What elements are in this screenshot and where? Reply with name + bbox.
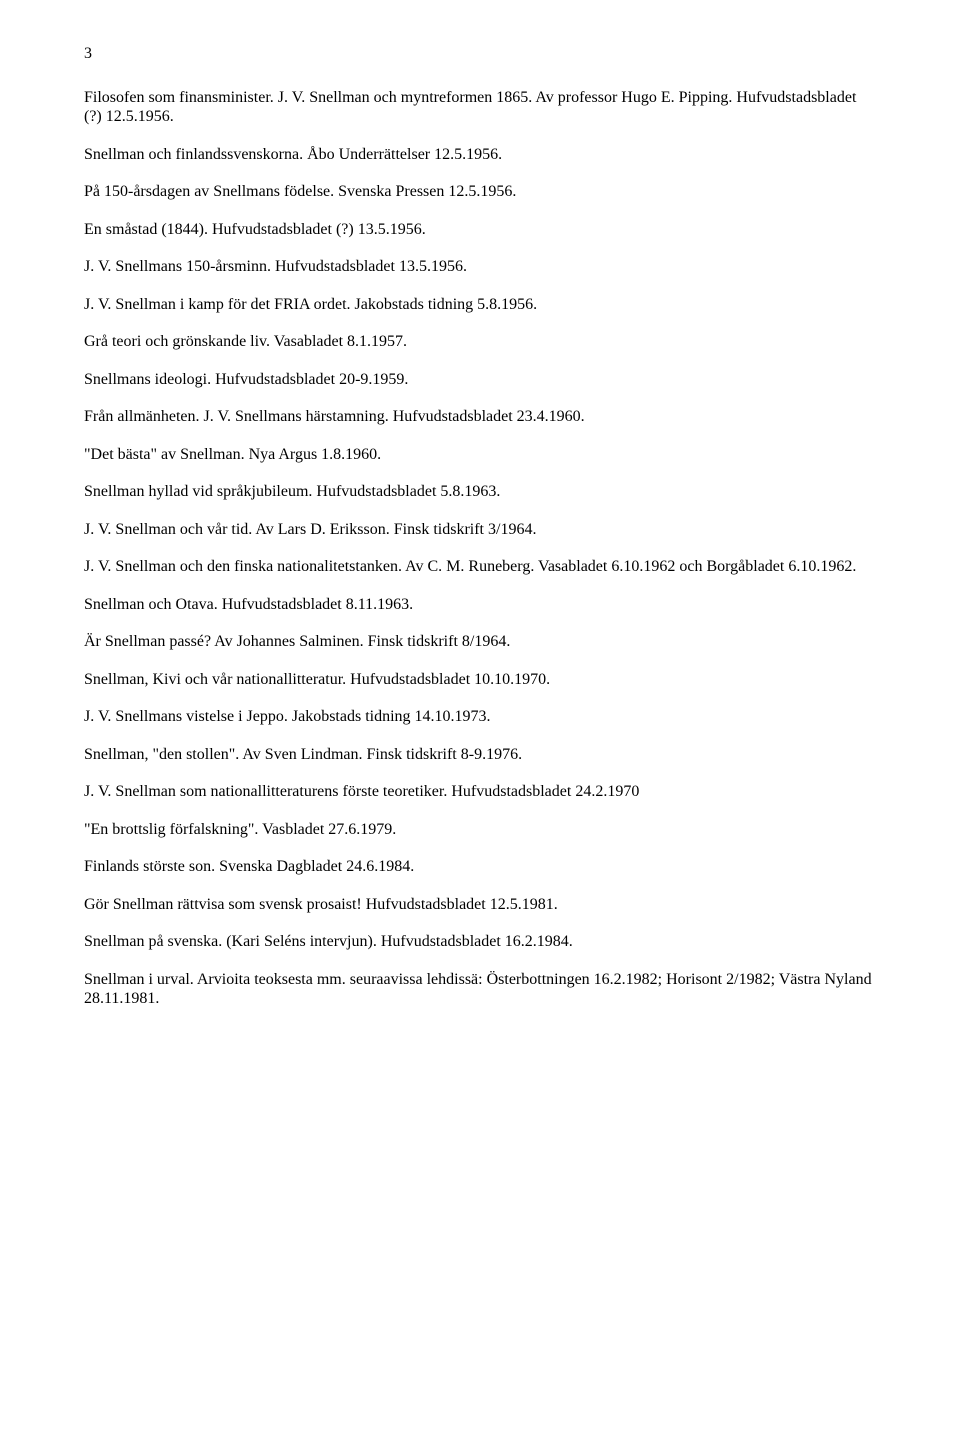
- bibliography-entry: Är Snellman passé? Av Johannes Salminen.…: [84, 632, 876, 652]
- bibliography-entry: Snellman och Otava. Hufvudstadsbladet 8.…: [84, 595, 876, 615]
- bibliography-entry: Snellmans ideologi. Hufvudstadsbladet 20…: [84, 370, 876, 390]
- bibliography-entry: På 150-årsdagen av Snellmans födelse. Sv…: [84, 182, 876, 202]
- bibliography-entry: J. V. Snellmans vistelse i Jeppo. Jakobs…: [84, 707, 876, 727]
- bibliography-entry: Snellman och finlandssvenskorna. Åbo Und…: [84, 145, 876, 165]
- bibliography-entry: Filosofen som finansminister. J. V. Snel…: [84, 88, 876, 127]
- bibliography-entry: Finlands störste son. Svenska Dagbladet …: [84, 857, 876, 877]
- bibliography-entry: "Det bästa" av Snellman. Nya Argus 1.8.1…: [84, 445, 876, 465]
- bibliography-entry: Gör Snellman rättvisa som svensk prosais…: [84, 895, 876, 915]
- bibliography-entry: J. V. Snellman och den finska nationalit…: [84, 557, 876, 577]
- bibliography-entry: J. V. Snellman i kamp för det FRIA ordet…: [84, 295, 876, 315]
- bibliography-entry: J. V. Snellman och vår tid. Av Lars D. E…: [84, 520, 876, 540]
- bibliography-entry: Snellman hyllad vid språkjubileum. Hufvu…: [84, 482, 876, 502]
- bibliography-entry: "En brottslig förfalskning". Vasbladet 2…: [84, 820, 876, 840]
- bibliography-entry: J. V. Snellmans 150-årsminn. Hufvudstads…: [84, 257, 876, 277]
- bibliography-entry: Snellman i urval. Arvioita teoksesta mm.…: [84, 970, 876, 1009]
- bibliography-entry: En småstad (1844). Hufvudstadsbladet (?)…: [84, 220, 876, 240]
- bibliography-entry: Snellman, Kivi och vår nationallitteratu…: [84, 670, 876, 690]
- bibliography-entry: Snellman, "den stollen". Av Sven Lindman…: [84, 745, 876, 765]
- bibliography-entry: Från allmänheten. J. V. Snellmans härsta…: [84, 407, 876, 427]
- page-number: 3: [84, 44, 876, 64]
- bibliography-entry: J. V. Snellman som nationallitteraturens…: [84, 782, 876, 802]
- document-page: 3 Filosofen som finansminister. J. V. Sn…: [0, 0, 960, 1440]
- bibliography-entry: Grå teori och grönskande liv. Vasabladet…: [84, 332, 876, 352]
- bibliography-entry: Snellman på svenska. (Kari Seléns interv…: [84, 932, 876, 952]
